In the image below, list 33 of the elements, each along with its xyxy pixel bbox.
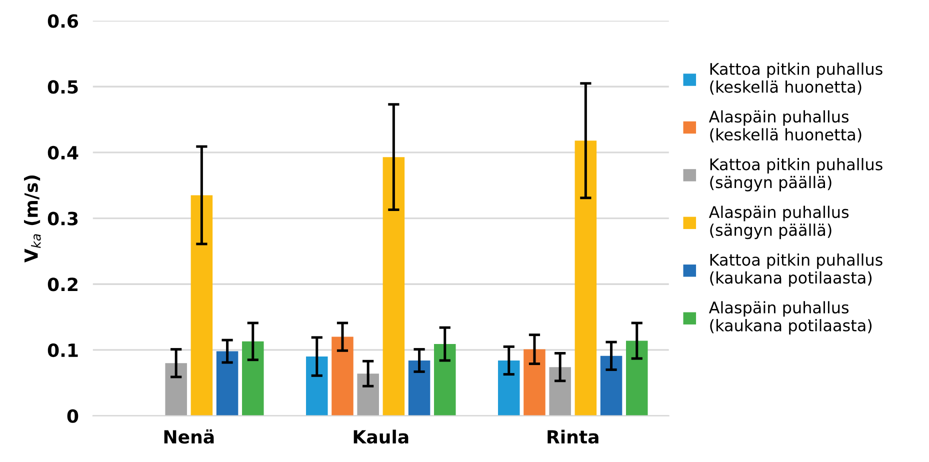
- bar: [165, 363, 187, 416]
- bar: [306, 356, 328, 416]
- bar: [190, 195, 213, 416]
- bar: [626, 340, 648, 416]
- y-axis-title: V$_{ka}$ (m/s): [24, 176, 41, 263]
- y-tick-label: 0.2: [48, 278, 78, 292]
- legend-label: Kattoa pitkin puhallus (keskellä huonetta): [710, 62, 882, 95]
- bar: [600, 356, 622, 416]
- y-tick-label: 0.1: [48, 343, 78, 358]
- y-tick-label: 0.3: [48, 212, 78, 226]
- legend-label: Alaspäin puhallus (keskellä huonetta): [708, 110, 862, 142]
- bar: [434, 344, 456, 416]
- y-tick-label: 0: [67, 409, 78, 423]
- x-tick-label: Kaula: [354, 430, 408, 444]
- bar: [549, 367, 571, 416]
- legend-label: Kattoa pitkin puhallus (kaukana potilaasta): [710, 253, 882, 287]
- y-tick-label: 0.4: [48, 146, 78, 160]
- bar: [382, 157, 405, 416]
- bar: [574, 140, 597, 416]
- x-tick-label: Nenä: [164, 429, 214, 444]
- legend-label: Kattoa pitkin puhallus (sängyn päällä): [710, 158, 882, 192]
- bar: [357, 374, 379, 416]
- bar: [498, 360, 520, 416]
- legend-label: Alaspäin puhallus (sängyn päällä): [708, 206, 849, 240]
- bar: [216, 351, 238, 416]
- bar: [332, 336, 354, 416]
- bar: [408, 360, 430, 416]
- x-tick-label: Rinta: [548, 430, 598, 444]
- bar: [524, 349, 546, 416]
- bar: [242, 341, 264, 416]
- y-tick-label: 0.6: [48, 14, 78, 28]
- y-tick-label: 0.5: [48, 80, 78, 94]
- legend-label: Alaspäin puhallus (kaukana potilaasta): [708, 301, 872, 335]
